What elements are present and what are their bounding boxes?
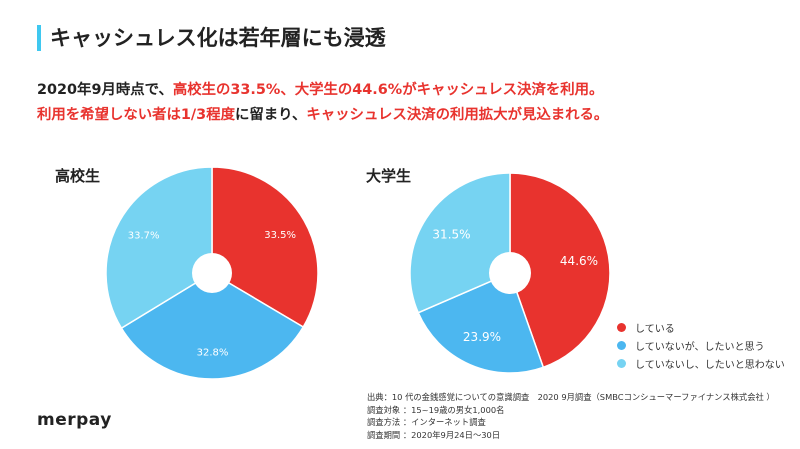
lead-segment: 利用を希望しない者は1/3程度	[37, 107, 235, 123]
donut-hole	[192, 253, 232, 293]
legend-item: していないが、したいと思う	[617, 336, 785, 354]
pie-slice-label: 33.7%	[128, 231, 160, 242]
pie-slice-label: 33.5%	[264, 230, 296, 241]
pie-slice-label: 31.5%	[432, 228, 470, 242]
pie-slice-want	[417, 271, 545, 374]
pie-slice-using	[211, 166, 319, 328]
pie-chart-university: 44.6% 23.9% 31.5%	[409, 172, 611, 374]
lead-segment: がキャッシュレス決済を利用。	[402, 82, 604, 98]
lead-segment: キャッシュレス決済の利用拡大が見込まれる。	[306, 107, 609, 123]
source-notes: 出典：10 代の金銭感覚についての意識調査 2020 9月調査（SMBCコンシュ…	[367, 391, 775, 441]
lead-line-2: 利用を希望しない者は1/3程度に留まり、キャッシュレス決済の利用拡大が見込まれる…	[37, 103, 608, 124]
pie-slice-using	[509, 172, 611, 369]
legend: している していないが、したいと思う していないし、したいと思わない	[617, 318, 785, 372]
pie-chart-highschool: 33.5% 32.8% 33.7%	[105, 166, 319, 380]
pie-slice-not-want	[105, 166, 213, 330]
chart-title-university: 大学生	[366, 167, 412, 185]
pie-slice-label: 23.9%	[463, 330, 501, 344]
legend-item: していないし、したいと思わない	[617, 354, 785, 372]
lead-line-1: 2020年9月時点で、高校生の33.5%、大学生の44.6%がキャッシュレス決済…	[37, 78, 603, 99]
source-line: 調査対象 ：15~19歳の男女1,000名	[367, 404, 505, 415]
pie-slice-label: 44.6%	[560, 254, 598, 268]
legend-swatch-want	[617, 340, 626, 350]
pie-slice-label: 32.8%	[197, 347, 229, 358]
legend-label: している	[635, 323, 675, 335]
source-line: 調査期間 ：2020年9月24日～30日	[367, 429, 501, 440]
merpay-logo: merpay	[37, 410, 112, 430]
source-line: 出典：10 代の金銭感覚についての意識調査 2020 9月調査（SMBCコンシュ…	[367, 392, 775, 402]
page-title: キャッシュレス化は若年層にも浸透	[50, 26, 386, 50]
lead-segment: に留まり、	[234, 107, 307, 123]
donut-hole	[489, 252, 531, 294]
source-line: 調査方法 ：インターネット調査	[367, 417, 486, 427]
lead-segment: 2020年9月時点で、	[37, 82, 173, 98]
legend-swatch-not-want	[617, 358, 626, 368]
pie-slice-not-want	[409, 172, 511, 314]
chart-title-highschool: 高校生	[55, 167, 101, 185]
title-accent-bar	[37, 25, 41, 51]
legend-swatch-using	[617, 322, 626, 332]
legend-label: していないが、したいと思う	[635, 341, 765, 353]
lead-segment: 高校生の33.5%、大学生の44.6%	[172, 82, 403, 98]
legend-item: している	[617, 318, 785, 336]
pie-slice-want	[120, 272, 305, 380]
legend-label: していないし、したいと思わない	[635, 359, 785, 371]
